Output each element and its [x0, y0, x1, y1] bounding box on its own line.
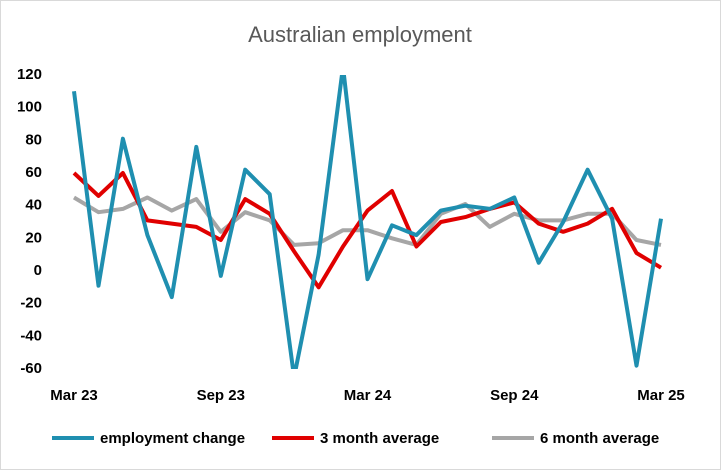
y-tick-label: 20: [25, 229, 42, 246]
y-tick-label: -60: [20, 360, 42, 377]
plot-area: [72, 75, 663, 369]
y-tick-label: 100: [17, 99, 42, 116]
x-tick-label: Sep 24: [490, 387, 539, 404]
x-tick-label: Mar 25: [637, 387, 685, 404]
series-line: [72, 75, 663, 369]
y-tick-label: -40: [20, 327, 42, 344]
legend-label: employment change: [100, 430, 245, 447]
x-tick-label: Mar 24: [344, 387, 392, 404]
y-tick-label: 40: [25, 197, 42, 214]
legend-label: 6 month average: [540, 430, 659, 447]
x-tick-label: Sep 23: [197, 387, 245, 404]
chart-title: Australian employment: [248, 22, 472, 47]
y-tick-label: 80: [25, 131, 42, 148]
y-tick-label: -20: [20, 295, 42, 312]
series-line: [72, 171, 663, 290]
x-tick-label: Mar 23: [50, 387, 98, 404]
legend-label: 3 month average: [320, 430, 439, 447]
y-tick-label: 60: [25, 164, 42, 181]
y-tick-label: 0: [34, 262, 42, 279]
y-tick-label: 120: [17, 66, 42, 83]
